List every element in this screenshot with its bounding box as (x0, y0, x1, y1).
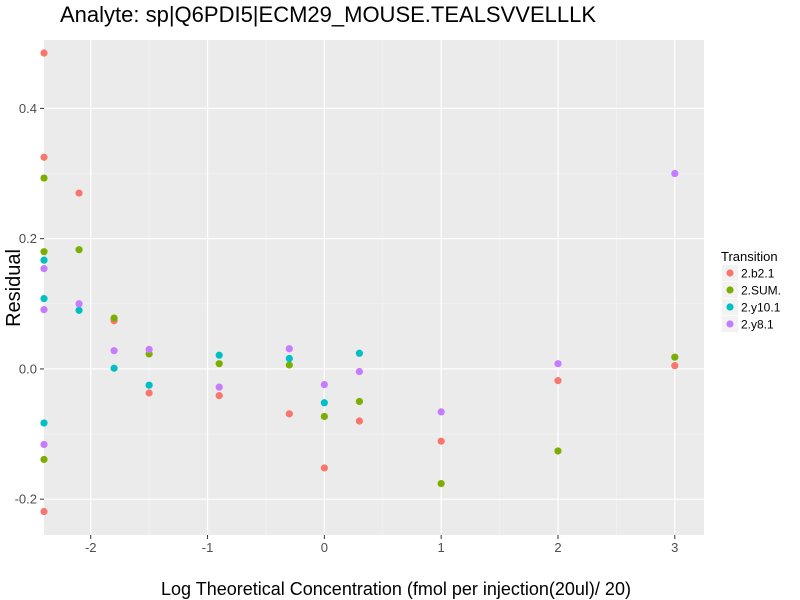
x-axis-title: Log Theoretical Concentration (fmol per … (161, 579, 631, 599)
data-point (40, 248, 48, 256)
data-point (75, 189, 83, 197)
legend-label: 2.y8.1 (741, 318, 774, 332)
data-point (145, 389, 153, 397)
data-point (40, 306, 48, 314)
y-axis-ticks: -0.2 0.0 0.2 0.4 (15, 101, 44, 507)
data-point (40, 455, 48, 464)
grid-minor (44, 40, 704, 535)
legend-key (726, 269, 734, 277)
data-point (437, 437, 445, 445)
data-point (145, 381, 153, 389)
data-point (40, 265, 48, 273)
legend: Transition 2.b2.1 2.SUM. 2.y10.1 2.y8.1 (721, 249, 781, 332)
data-point (40, 174, 48, 182)
data-point (671, 169, 679, 178)
y-tick-label: 0.2 (19, 231, 37, 246)
y-tick-label: 0.4 (19, 101, 37, 116)
data-point (320, 399, 328, 407)
data-point (40, 49, 48, 57)
data-point (320, 380, 328, 389)
data-point (285, 361, 293, 369)
x-axis-ticks: -2 -1 0 1 2 3 (85, 535, 678, 555)
data-point (110, 347, 118, 355)
data-point (75, 306, 83, 314)
data-point (285, 345, 293, 353)
legend-key (726, 320, 734, 328)
x-tick-label: 1 (438, 540, 445, 555)
data-point (285, 410, 293, 418)
data-point (145, 345, 153, 353)
data-point (355, 349, 363, 357)
chart-title: Analyte: sp|Q6PDI5|ECM29_MOUSE.TEALSVVEL… (60, 2, 596, 27)
data-point (554, 447, 562, 455)
x-tick-label: 2 (554, 540, 561, 555)
data-point (320, 412, 328, 421)
x-tick-label: -2 (85, 540, 97, 555)
data-point (437, 408, 445, 416)
data-point (320, 464, 328, 472)
plot-panel (44, 40, 704, 535)
data-point (75, 300, 83, 308)
data-point (215, 383, 223, 391)
data-point (40, 507, 48, 516)
legend-label: 2.b2.1 (741, 267, 775, 281)
data-points (40, 49, 679, 516)
data-point (215, 360, 223, 368)
data-point (40, 153, 48, 161)
data-point (355, 417, 363, 425)
data-point (40, 256, 48, 264)
legend-label: 2.SUM. (741, 284, 781, 298)
data-point (75, 246, 83, 254)
data-point (285, 354, 293, 363)
data-point (110, 314, 118, 322)
data-point (40, 419, 48, 427)
y-tick-label: -0.2 (15, 492, 37, 507)
x-tick-label: -1 (202, 540, 214, 555)
data-point (355, 367, 363, 376)
data-point (215, 392, 223, 400)
legend-key (726, 286, 734, 294)
data-point (40, 294, 48, 303)
y-tick-label: 0.0 (19, 361, 37, 376)
data-point (554, 360, 562, 368)
legend-label: 2.y10.1 (741, 301, 781, 315)
data-point (40, 440, 48, 449)
data-point (554, 377, 562, 385)
data-point (355, 397, 363, 406)
legend-items: 2.b2.1 2.SUM. 2.y10.1 2.y8.1 (722, 265, 781, 332)
data-point (110, 364, 118, 372)
legend-title: Transition (721, 249, 778, 264)
data-point (215, 351, 223, 359)
x-tick-label: 3 (671, 540, 678, 555)
x-tick-label: 0 (321, 540, 328, 555)
legend-key (726, 303, 734, 311)
data-point (437, 479, 445, 488)
y-axis-title: Residual (3, 249, 25, 327)
data-point (671, 353, 679, 361)
data-point (671, 362, 679, 370)
